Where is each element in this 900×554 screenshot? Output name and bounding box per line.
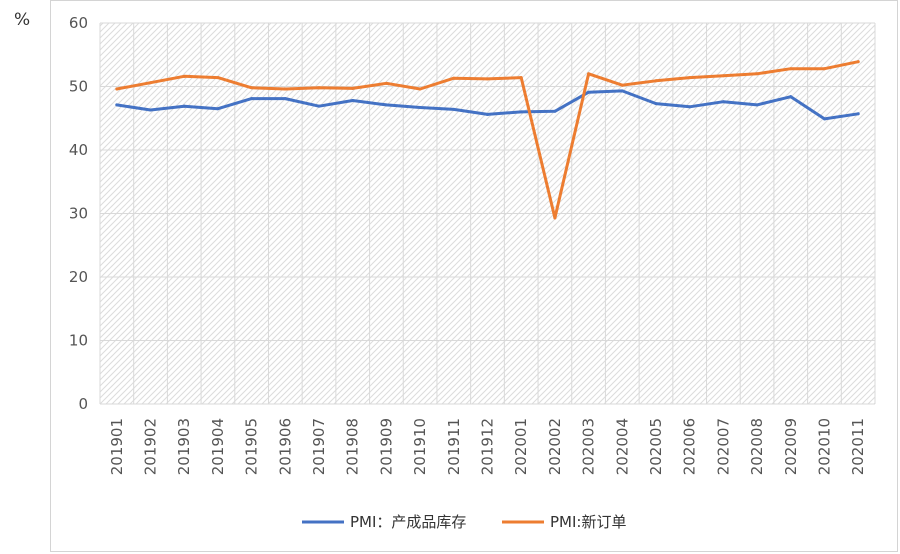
data-point [519, 76, 523, 80]
data-point [149, 108, 153, 112]
data-point [721, 74, 725, 78]
data-point [721, 100, 725, 104]
x-tick-label: 202009 [782, 418, 800, 475]
data-point [384, 103, 388, 107]
data-point [620, 89, 624, 93]
y-tick-label: 40 [69, 141, 88, 159]
data-point [856, 112, 860, 116]
data-point [216, 76, 220, 80]
data-point [789, 67, 793, 71]
data-point [216, 107, 220, 111]
data-point [250, 97, 254, 101]
x-tick-label: 201909 [377, 418, 395, 475]
axes: 0 10 20 30 40 50 60 201901 201902 201903 201904 201… [69, 14, 867, 475]
x-tick-label: 201906 [276, 418, 294, 475]
x-tick-label: 201905 [243, 418, 261, 475]
x-tick-label: 202005 [647, 418, 665, 475]
x-tick-label: 201904 [209, 418, 227, 475]
data-point [755, 72, 759, 76]
x-tick-label: 202010 [815, 418, 833, 475]
data-point [688, 76, 692, 80]
data-point [822, 67, 826, 71]
x-tick-label: 201911 [445, 418, 463, 475]
data-point [553, 109, 557, 113]
y-tick-label: 20 [69, 268, 88, 286]
data-point [789, 95, 793, 99]
data-point [486, 112, 489, 116]
data-point [620, 83, 624, 87]
y-tick-label: 30 [69, 205, 88, 223]
x-tick-label: 201903 [175, 418, 193, 475]
data-point [856, 60, 860, 64]
data-point [384, 81, 388, 85]
y-tick-label: 10 [69, 332, 88, 350]
data-point [688, 105, 692, 109]
x-tick-label: 202011 [849, 418, 867, 475]
x-tick-label: 202006 [681, 418, 699, 475]
y-unit-label: % [14, 10, 31, 30]
data-point [452, 76, 456, 80]
data-point [654, 102, 658, 106]
data-point [519, 110, 523, 114]
data-point [351, 98, 355, 102]
data-point [283, 97, 287, 101]
legend-label: PMI：产成品库存 [350, 513, 466, 531]
legend-label: PMI:新订单 [550, 513, 626, 531]
y-tick-label: 60 [69, 14, 88, 32]
grid-lines [99, 22, 876, 405]
data-point [486, 77, 489, 81]
legend: PMI：产成品库存 PMI:新订单 [302, 513, 626, 531]
x-tick-label: 201901 [108, 418, 126, 475]
data-point [452, 107, 456, 111]
x-tick-label: 202008 [748, 418, 766, 475]
data-point [317, 86, 321, 90]
data-point [418, 87, 422, 91]
data-point [182, 104, 186, 108]
x-tick-label: 201902 [142, 418, 160, 475]
data-point [587, 90, 591, 94]
data-point [418, 105, 422, 109]
data-point [587, 72, 591, 76]
data-point [250, 86, 254, 90]
data-point [351, 86, 355, 90]
x-tick-label: 201910 [411, 418, 429, 475]
data-point [115, 103, 119, 107]
x-tick-label: 202007 [714, 418, 732, 475]
data-point [822, 117, 826, 121]
x-tick-label: 201912 [479, 418, 497, 475]
data-point [115, 87, 119, 91]
data-point [317, 104, 321, 108]
x-tick-label: 202003 [580, 418, 598, 475]
data-point [654, 79, 658, 83]
data-point [553, 216, 557, 220]
y-tick-label: 50 [69, 78, 88, 96]
series-lines [115, 60, 860, 220]
x-tick-label: 202001 [512, 418, 530, 475]
y-tick-label: 0 [78, 395, 88, 413]
x-tick-label: 202002 [546, 418, 564, 475]
data-point [182, 74, 186, 78]
data-point [755, 103, 759, 107]
data-point [283, 87, 287, 91]
x-tick-label: 201907 [310, 418, 328, 475]
x-tick-label: 201908 [344, 418, 362, 475]
data-point [149, 81, 153, 85]
x-tick-label: 202004 [613, 418, 631, 475]
